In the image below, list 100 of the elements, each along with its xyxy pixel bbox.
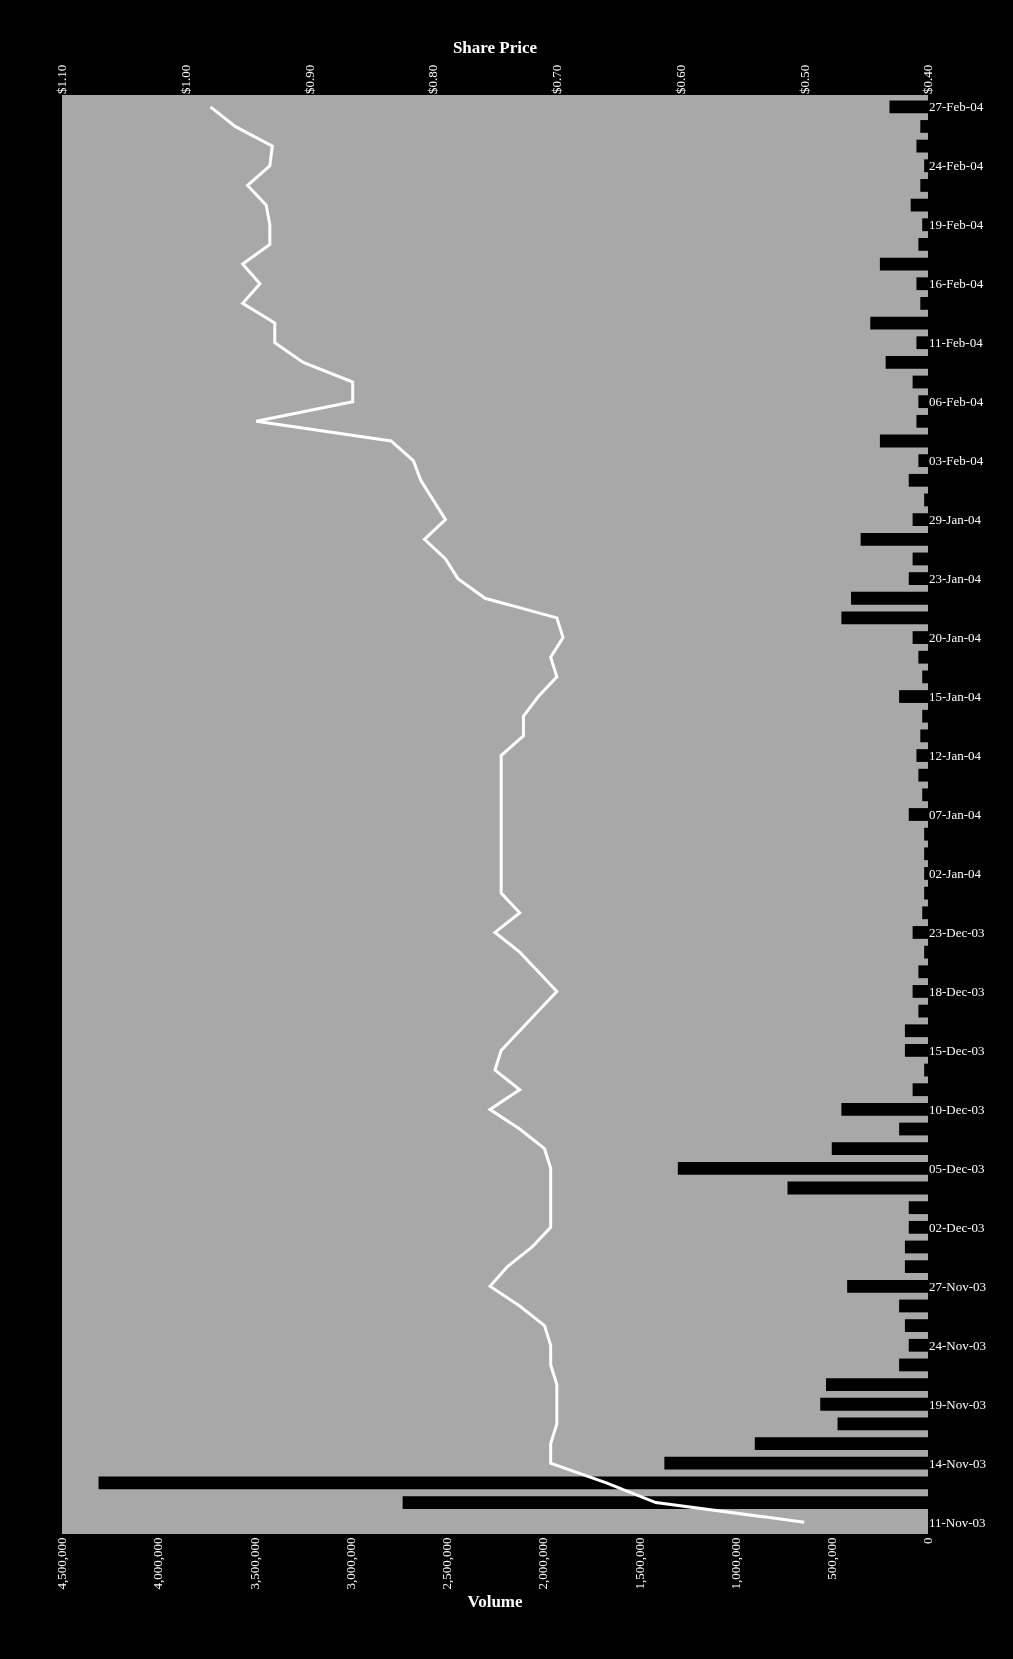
bar: [918, 1004, 928, 1018]
bar: [787, 1181, 928, 1195]
bar: [912, 1083, 928, 1097]
y-tick-label: 29-Jan-04: [929, 512, 982, 528]
x-tick-label: 2,500,000: [439, 1537, 455, 1590]
bar: [908, 808, 928, 821]
bar: [924, 827, 928, 841]
y-tick-label: 23-Dec-03: [929, 925, 985, 940]
x2-tick-label: $0.70: [549, 64, 565, 94]
x2-tick-label: $0.80: [425, 64, 441, 94]
bar: [885, 355, 928, 369]
x-axis-title: Volume: [467, 1592, 523, 1611]
bar: [837, 1417, 928, 1431]
bar: [912, 375, 928, 389]
bar: [860, 532, 928, 546]
bar: [908, 572, 928, 585]
bar: [904, 1044, 928, 1057]
y-tick-label: 12-Jan-04: [929, 748, 982, 764]
bar: [922, 788, 928, 802]
bar: [889, 100, 928, 114]
x2-tick-label: $1.00: [177, 64, 193, 94]
bar: [899, 1122, 928, 1136]
bar: [916, 749, 928, 762]
bar: [879, 434, 928, 448]
y-tick-label: 06-Feb-04: [929, 394, 984, 410]
y-tick-label: 19-Feb-04: [929, 217, 984, 233]
bar: [918, 395, 928, 409]
y-tick-label: 11-Feb-04: [929, 335, 984, 351]
y-tick-label: 24-Nov-03: [929, 1337, 987, 1353]
y-tick-label: 16-Feb-04: [929, 276, 984, 292]
bar: [922, 670, 928, 684]
y-tick-label: 27-Feb-04: [929, 99, 984, 115]
bar: [924, 886, 928, 900]
bar: [924, 1063, 928, 1077]
bar: [910, 198, 928, 212]
bar: [899, 690, 928, 703]
bar: [820, 1397, 928, 1411]
bar: [922, 218, 928, 232]
bar: [922, 709, 928, 723]
bar: [918, 650, 928, 664]
bar: [916, 414, 928, 428]
x2-tick-label: $0.50: [796, 64, 812, 94]
bar: [912, 926, 928, 939]
bar: [831, 1142, 928, 1156]
y-tick-label: 23-Jan-04: [929, 571, 982, 587]
y-tick-label: 20-Jan-04: [929, 630, 982, 646]
bar: [754, 1437, 928, 1450]
x-tick-label: 3,000,000: [342, 1537, 358, 1590]
y-tick-label: 27-Nov-03: [929, 1278, 987, 1294]
x-tick-label: 3,500,000: [246, 1537, 262, 1590]
bar: [924, 867, 928, 880]
y-tick-label: 07-Jan-04: [929, 807, 982, 823]
y-tick-label: 02-Dec-03: [929, 1219, 985, 1235]
y-tick-label: 19-Nov-03: [929, 1396, 987, 1412]
bar: [916, 139, 928, 153]
y-tick-label: 10-Dec-03: [929, 1101, 985, 1117]
bar: [904, 1319, 928, 1333]
bar: [920, 120, 928, 133]
bar: [904, 1024, 928, 1038]
bar: [904, 1260, 928, 1274]
x2-axis-title: Share Price: [452, 38, 538, 58]
bar: [677, 1161, 928, 1175]
bar: [826, 1378, 928, 1391]
bar: [922, 906, 928, 920]
y-tick-label: 11-Nov-03: [929, 1514, 986, 1530]
bar: [908, 1220, 928, 1234]
bar: [918, 454, 928, 468]
bar: [912, 513, 928, 527]
bar: [899, 1358, 928, 1372]
bar: [920, 179, 928, 192]
bar: [918, 965, 928, 979]
bar: [912, 985, 928, 998]
bar: [918, 238, 928, 251]
bar: [916, 277, 928, 291]
bar: [904, 1240, 928, 1254]
bar: [841, 1102, 928, 1116]
bar: [908, 1338, 928, 1352]
bar: [908, 473, 928, 487]
y-tick-label: 05-Dec-03: [929, 1160, 985, 1176]
y-tick-label: 24-Feb-04: [929, 158, 984, 174]
bar: [899, 1299, 928, 1313]
bar: [912, 631, 928, 644]
bar: [841, 611, 928, 625]
bar: [920, 296, 928, 310]
x-tick-label: 0: [920, 1537, 936, 1545]
x2-tick-label: $0.40: [920, 64, 936, 94]
bar: [664, 1456, 928, 1470]
y-tick-label: 14-Nov-03: [929, 1455, 987, 1471]
x2-tick-label: $1.10: [54, 64, 70, 94]
x-tick-label: 1,000,000: [727, 1537, 743, 1590]
bar: [924, 847, 928, 861]
bar: [912, 552, 928, 566]
bar: [916, 336, 928, 350]
x2-tick-label: $0.60: [672, 64, 688, 94]
bar: [908, 1201, 928, 1215]
bar: [98, 1476, 928, 1490]
bar: [870, 316, 928, 330]
x-tick-label: 4,500,000: [54, 1537, 70, 1590]
x-tick-label: 1,500,000: [631, 1537, 647, 1590]
bar: [918, 768, 928, 782]
